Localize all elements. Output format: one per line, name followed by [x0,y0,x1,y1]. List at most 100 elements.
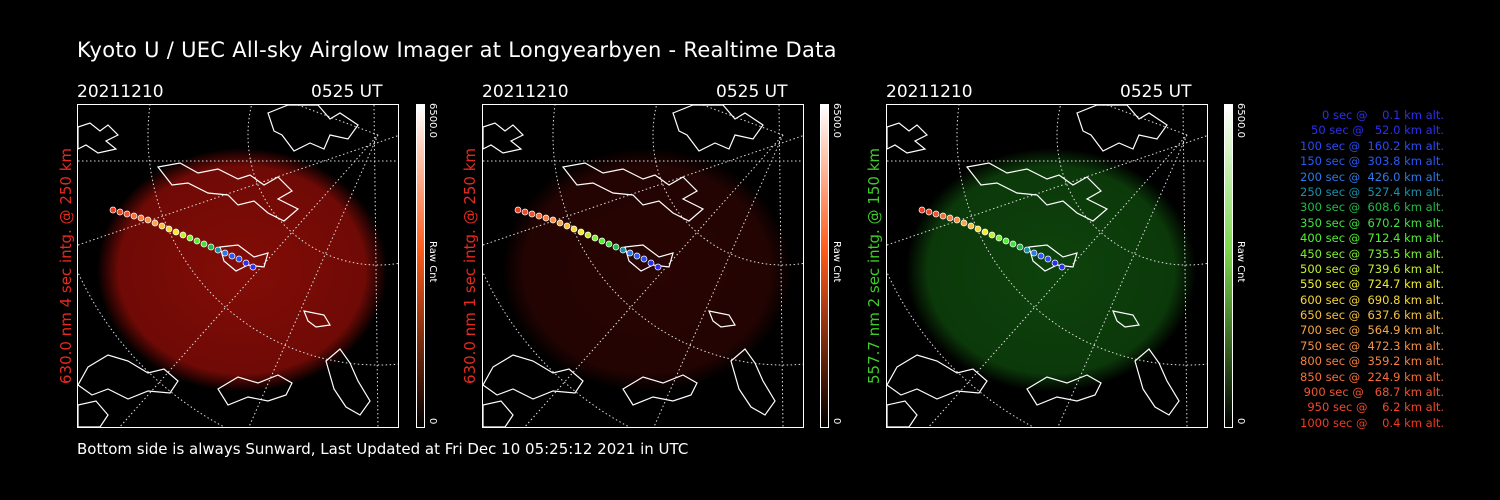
trajectory-point [591,234,599,242]
trajectory-point [626,249,634,257]
colorbar-unit-label: Raw Cnt [427,241,438,283]
trajectory-point [995,234,1003,242]
allsky-map [483,105,803,427]
trajectory-point [123,210,131,218]
legend-entry: 0 sec @ 0.1 km alt. [1311,108,1444,122]
trajectory-point [130,212,138,220]
footer-note: Bottom side is always Sunward, Last Upda… [77,440,689,458]
trajectory-point [633,252,641,260]
colorbar-max-label: 6500.0 [831,103,842,138]
trajectory-point [932,210,940,218]
trajectory-point [165,225,173,233]
trajectory-point [158,222,166,230]
trajectory-point [193,237,201,245]
airglow-disk [906,148,1196,392]
trajectory-point [186,234,194,242]
trajectory-point [116,208,124,216]
panel-wavelength-label: 557.7 nm 2 sec intg. @ 150 km [865,147,883,385]
trajectory-point [981,228,989,236]
trajectory-point [214,246,222,254]
trajectory-point [605,240,613,248]
trajectory-point [619,246,627,254]
trajectory-legend: 0 sec @ 0.1 km alt. 50 sec @ 52.0 km alt… [1262,108,1444,431]
trajectory-point [967,222,975,230]
colorbar-unit-label: Raw Cnt [1235,241,1246,283]
airglow-disk [502,148,792,392]
allsky-image [482,104,804,428]
legend-entry: 50 sec @ 52.0 km alt. [1303,123,1444,138]
colorbar-max-label: 6500.0 [1235,103,1246,138]
panel-time: 0525 UT [1120,82,1192,102]
legend-entry: 750 sec @ 472.3 km alt. [1296,338,1444,353]
trajectory-point [563,222,571,230]
graticule [483,105,803,427]
panel-wavelength-label: 630.0 nm 1 sec intg. @ 250 km [461,147,479,385]
trajectory-point [535,212,543,220]
trajectory-point [172,228,180,236]
trajectory-point [925,208,933,216]
legend-entry: 100 sec @ 160.2 km alt. [1296,138,1444,153]
legend-entry: 650 sec @ 637.6 km alt. [1296,308,1444,323]
panel-wavelength-label: 630.0 nm 4 sec intg. @ 250 km [57,147,75,385]
colorbar-min-label: 0 [427,418,438,425]
legend-entry: 150 sec @ 303.8 km alt. [1296,154,1444,169]
legend-entry: 500 sec @ 739.6 km alt. [1296,261,1444,276]
legend-entry: 300 sec @ 608.6 km alt. [1296,200,1444,215]
trajectory-point [918,206,926,214]
legend-entry: 850 sec @ 224.9 km alt. [1296,369,1444,384]
trajectory-point [1058,263,1066,271]
trajectory-point [137,214,145,222]
trajectory-point [1037,252,1045,260]
trajectory-point [556,219,564,227]
airglow-disk [97,148,387,392]
trajectory-point [584,231,592,239]
trajectory-point [577,228,585,236]
trajectory-point [939,212,947,220]
trajectory-point [521,208,529,216]
panel-time: 0525 UT [311,82,383,102]
colorbar [820,104,829,428]
trajectory-point [221,249,229,257]
trajectory-point [598,237,606,245]
coastlines [78,105,371,427]
legend-entry: 950 sec @ 6.2 km alt. [1303,400,1444,415]
trajectory-point [514,206,522,214]
allsky-image [886,104,1208,428]
trajectory-point [109,206,117,214]
trajectory-point [570,225,578,233]
trajectory-point [988,231,996,239]
legend-entry: 900 sec @ 68.7 km alt. [1300,385,1444,400]
graticule [78,105,398,427]
trajectory-point [612,243,620,251]
trajectory-point [974,225,982,233]
trajectory-point [960,219,968,227]
legend-entry: 250 sec @ 527.4 km alt. [1296,184,1444,199]
trajectory-point [1051,259,1059,267]
trajectory-point [1009,240,1017,248]
trajectory-point [228,252,236,260]
trajectory-point [207,243,215,251]
trajectory-point [654,263,662,271]
panel-date: 20211210 [886,82,973,102]
trajectory-point [235,255,243,263]
colorbar [416,104,425,428]
allsky-map [887,105,1207,427]
trajectory-point [1044,255,1052,263]
trajectory-point [647,259,655,267]
legend-entry: 600 sec @ 690.8 km alt. [1296,292,1444,307]
colorbar [1224,104,1233,428]
trajectory-point [1016,243,1024,251]
trajectory-point [200,240,208,248]
colorbar-unit-label: Raw Cnt [831,241,842,283]
panel-time: 0525 UT [716,82,788,102]
trajectory-point [144,216,152,224]
panel-date: 20211210 [482,82,569,102]
page-title: Kyoto U / UEC All-sky Airglow Imager at … [77,38,837,62]
trajectory-point [528,210,536,218]
trajectory-point [549,216,557,224]
graticule [887,105,1207,427]
trajectory-point [542,214,550,222]
coastlines [887,105,1180,427]
allsky-image [77,104,399,428]
trajectory-point [249,263,257,271]
